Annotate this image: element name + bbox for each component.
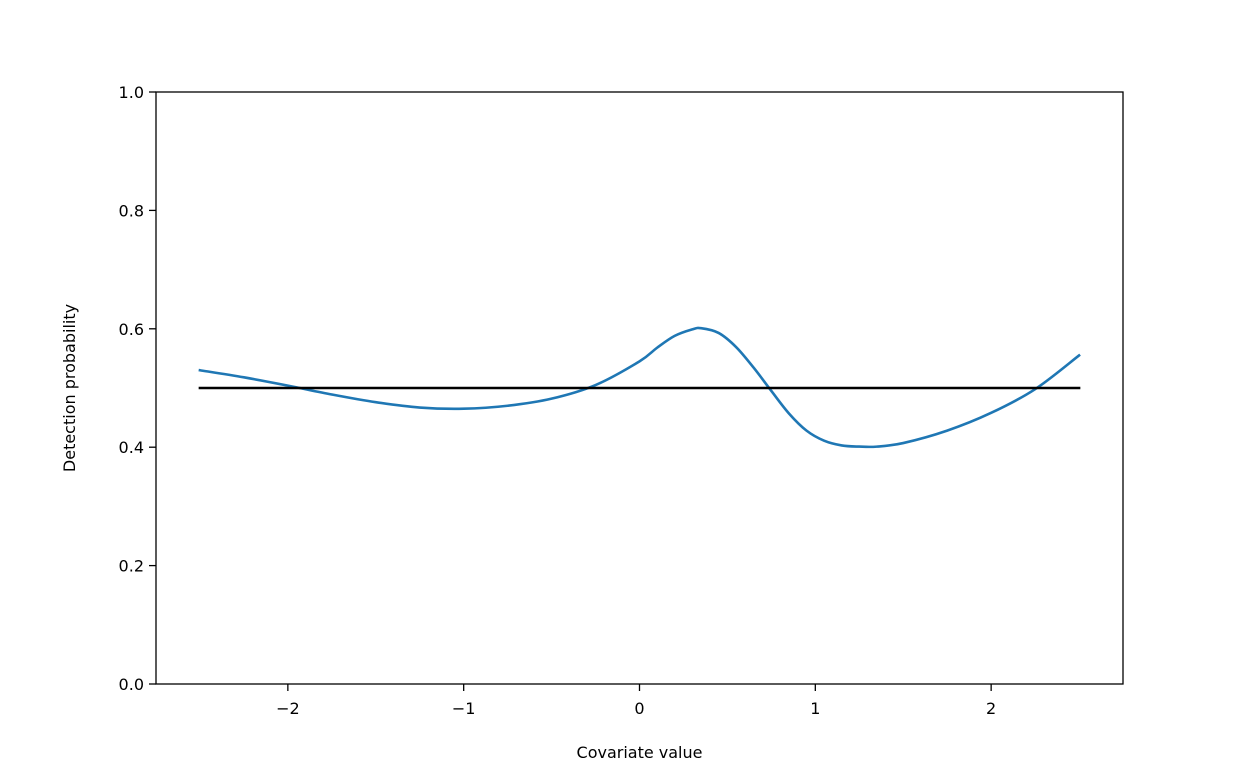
x-tick-label: 1 [810,699,820,718]
y-axis-label: Detection probability [60,304,79,472]
y-tick-label: 0.2 [119,557,144,576]
x-tick-label: 2 [986,699,996,718]
y-axis: 0.0 0.2 0.4 0.6 0.8 1.0 [119,83,156,694]
x-tick-label: −1 [452,699,476,718]
y-tick-label: 0.6 [119,320,144,339]
y-tick-label: 0.4 [119,438,144,457]
y-tick-label: 0.8 [119,201,144,220]
x-tick-label: −2 [276,699,300,718]
x-axis-label: Covariate value [577,743,703,762]
x-tick-label: 0 [634,699,644,718]
x-axis: −2 −1 0 1 2 [276,684,996,718]
series-layer [198,326,1081,449]
y-tick-label: 0.0 [119,675,144,694]
y-tick-label: 1.0 [119,83,144,102]
detection-probability-curve [198,326,1081,449]
